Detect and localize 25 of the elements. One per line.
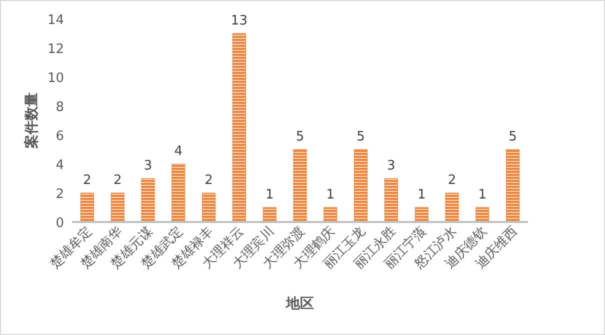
data-label: 2 bbox=[204, 173, 213, 188]
y-tick-label: 14 bbox=[47, 13, 64, 28]
data-label: 5 bbox=[296, 130, 304, 144]
data-label: 2 bbox=[83, 173, 92, 188]
data-label: 2 bbox=[448, 173, 456, 188]
data-label: 13 bbox=[230, 14, 248, 28]
data-label: 1 bbox=[265, 188, 274, 202]
y-tick-label: 2 bbox=[56, 187, 64, 202]
data-label: 5 bbox=[508, 130, 517, 144]
data-label: 4 bbox=[174, 144, 183, 159]
y-tick-label: 4 bbox=[56, 158, 64, 173]
y-tick-label: 12 bbox=[47, 42, 64, 57]
y-tick-label: 0 bbox=[56, 216, 64, 231]
data-label: 5 bbox=[356, 130, 365, 144]
y-tick-label: 8 bbox=[56, 100, 64, 115]
x-axis-title: 地区 bbox=[285, 296, 314, 312]
y-tick-label: 6 bbox=[56, 129, 64, 144]
data-label: 2 bbox=[113, 173, 122, 188]
data-label: 1 bbox=[478, 188, 487, 202]
data-label: 1 bbox=[326, 188, 335, 202]
data-label: 3 bbox=[387, 158, 396, 174]
y-axis-title: 案件数量 bbox=[23, 92, 40, 150]
y-tick-label: 10 bbox=[47, 71, 64, 86]
data-label: 3 bbox=[144, 158, 152, 174]
data-label: 1 bbox=[417, 188, 426, 202]
